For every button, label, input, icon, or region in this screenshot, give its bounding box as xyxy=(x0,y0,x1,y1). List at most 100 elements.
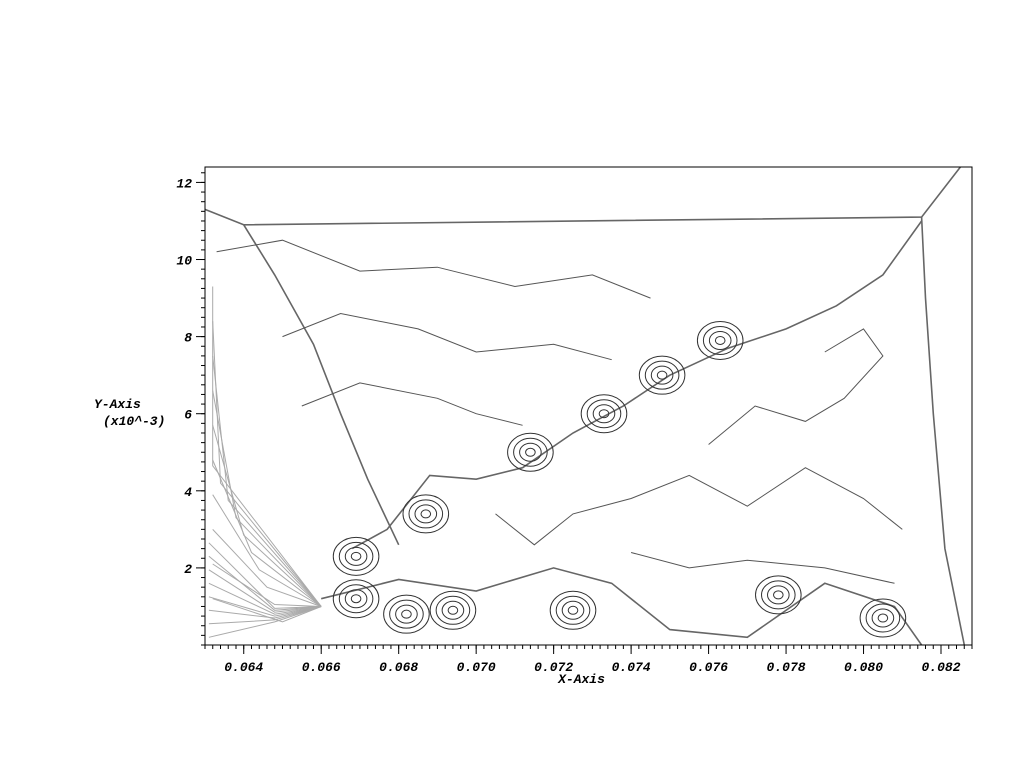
vortex-contour xyxy=(580,394,628,434)
fan-contour xyxy=(208,569,322,613)
vortex-contour xyxy=(877,613,889,623)
shock-line xyxy=(243,166,962,226)
vortex-contour xyxy=(871,608,895,628)
vortex-contour xyxy=(592,404,616,424)
vortex-contour xyxy=(447,605,459,615)
fan-contour xyxy=(208,606,322,638)
vortex-contour xyxy=(650,365,674,385)
y-tick-label: 10 xyxy=(176,254,192,269)
vortex-contour xyxy=(519,442,542,462)
x-tick-label: 0.072 xyxy=(534,660,573,675)
y-tick-label: 6 xyxy=(184,408,192,423)
fan-contour xyxy=(212,390,322,607)
y-axis-multiplier: (x10^-3) xyxy=(103,414,165,429)
x-tick-label: 0.064 xyxy=(224,660,263,675)
vortex-contour xyxy=(586,399,622,429)
vortex-contour xyxy=(865,603,901,633)
vortex-contour xyxy=(598,409,610,419)
fan-contour xyxy=(212,459,322,607)
fan-contour xyxy=(212,425,322,607)
shear-layer xyxy=(351,220,923,550)
vortex-contour xyxy=(408,499,444,529)
vortex-contour xyxy=(555,595,591,625)
field-contour xyxy=(282,312,612,361)
vortex-contour xyxy=(414,504,438,524)
vortex-contour xyxy=(401,609,412,619)
x-tick-label: 0.078 xyxy=(767,660,806,675)
field-contour xyxy=(630,552,895,584)
y-tick-label: 12 xyxy=(176,176,192,191)
shock-line xyxy=(204,208,400,546)
field-contour xyxy=(216,239,651,299)
fan-contour xyxy=(212,321,322,607)
fan-contour xyxy=(208,582,322,615)
fan-contour xyxy=(212,563,322,607)
vortex-contour xyxy=(525,447,536,457)
y-tick-label: 4 xyxy=(184,485,192,500)
vortex-contour xyxy=(773,590,784,600)
plot-area xyxy=(204,166,966,646)
x-tick-label: 0.068 xyxy=(379,660,418,675)
fan-contour xyxy=(212,494,322,607)
field-contour xyxy=(301,382,523,426)
vortex-contour xyxy=(767,585,790,605)
x-tick-label: 0.080 xyxy=(844,660,883,675)
x-tick-label: 0.066 xyxy=(302,660,341,675)
x-tick-label: 0.082 xyxy=(922,660,961,675)
x-tick-label: 0.070 xyxy=(457,660,496,675)
shock-line xyxy=(920,217,966,646)
vortex-contour xyxy=(332,536,380,576)
vortex-contour xyxy=(350,551,362,561)
fan-contour xyxy=(208,555,322,611)
x-tick-label: 0.074 xyxy=(612,660,651,675)
vortex-contour xyxy=(702,325,738,355)
vortex-contour xyxy=(656,370,668,380)
fan-contour xyxy=(208,596,322,617)
y-axis-label: Y-Axis xyxy=(94,397,141,412)
vortex-contour xyxy=(395,604,418,624)
vortex-contour xyxy=(420,509,432,519)
vortex-contour xyxy=(383,594,430,634)
vortex-contour xyxy=(567,605,579,615)
vortex-contour xyxy=(714,335,726,345)
vortex-contour xyxy=(344,546,368,566)
fan-contour xyxy=(208,606,322,625)
field-contour xyxy=(708,328,884,445)
vortex-contour xyxy=(696,320,744,360)
plot-frame xyxy=(204,166,973,646)
vortex-contour xyxy=(389,599,424,629)
vortex-contour xyxy=(549,590,597,630)
axes: 0.064 0.066 0.068 0.070 0.072 0.074 0.076 0.078… xyxy=(176,172,973,675)
vortex-contour xyxy=(441,600,465,620)
x-axis-label: X-Axis xyxy=(557,672,605,687)
vortex-contour xyxy=(402,494,450,534)
vortex-contour xyxy=(332,579,380,619)
vortex-contour xyxy=(429,590,477,630)
vortex-contour xyxy=(513,437,548,467)
vortex-contour xyxy=(507,432,554,472)
vortex-contour xyxy=(344,589,368,609)
vortex-contour xyxy=(755,575,802,615)
x-tick-label: 0.076 xyxy=(689,660,728,675)
field-contour xyxy=(495,467,903,546)
fan-contour xyxy=(212,286,322,607)
vortex-contour xyxy=(644,360,680,390)
y-tick-label: 8 xyxy=(184,331,192,346)
vortex-contour xyxy=(761,580,796,610)
vortex-contour xyxy=(561,600,585,620)
fan-contour xyxy=(212,529,322,607)
y-tick-label: 2 xyxy=(184,562,192,577)
fan-contour xyxy=(208,606,322,619)
vortex-contour xyxy=(435,595,471,625)
fan-contour xyxy=(212,598,322,623)
vortex-contour xyxy=(350,594,362,604)
vortex-contour xyxy=(638,355,686,395)
vortex-contour xyxy=(859,598,907,638)
fan-contour xyxy=(208,542,322,609)
vortex-contour xyxy=(338,584,374,614)
fan-contour xyxy=(212,355,322,607)
vortex-contour xyxy=(708,330,732,350)
vortex-contour xyxy=(338,541,374,571)
mixing-layer xyxy=(321,567,923,646)
